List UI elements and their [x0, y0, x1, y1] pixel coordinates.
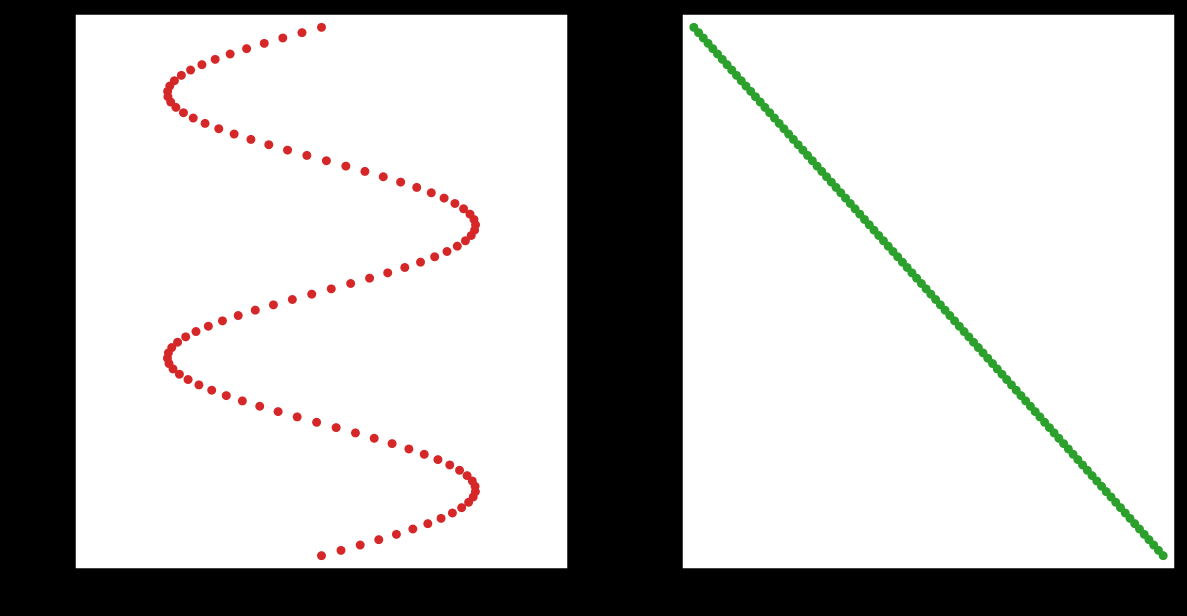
data-point — [327, 284, 336, 293]
data-point — [242, 44, 251, 53]
data-point — [383, 268, 392, 277]
panel-right — [676, 14, 1175, 575]
data-point — [226, 50, 235, 59]
data-point — [283, 146, 292, 155]
data-point — [278, 33, 287, 42]
data-point — [293, 412, 302, 421]
data-point — [455, 466, 464, 475]
data-point — [346, 279, 355, 288]
data-point — [351, 428, 360, 437]
plot-area — [75, 14, 568, 569]
data-point — [201, 119, 210, 128]
data-point — [440, 194, 449, 203]
data-point — [222, 391, 231, 400]
data-point — [365, 274, 374, 283]
data-point — [448, 508, 457, 517]
data-point — [416, 258, 425, 267]
data-point — [238, 396, 247, 405]
panel-left — [69, 14, 568, 575]
data-point — [179, 108, 188, 117]
data-point — [204, 322, 213, 331]
data-point — [408, 524, 417, 533]
data-point — [234, 311, 243, 320]
data-point — [207, 386, 216, 395]
data-point — [356, 541, 365, 550]
data-point — [442, 247, 451, 256]
data-point — [246, 135, 255, 144]
data-point — [230, 130, 239, 139]
data-point — [457, 503, 466, 512]
data-point — [461, 236, 470, 245]
data-point — [312, 418, 321, 427]
data-point — [341, 162, 350, 171]
data-point — [1159, 551, 1168, 560]
data-point — [189, 114, 198, 123]
data-point — [437, 514, 446, 523]
data-point — [214, 124, 223, 133]
data-point — [184, 375, 193, 384]
data-point — [450, 199, 459, 208]
data-point — [453, 242, 462, 251]
data-point — [197, 60, 206, 69]
data-point — [374, 535, 383, 544]
data-point — [186, 66, 195, 75]
data-point — [322, 156, 331, 165]
data-point — [379, 172, 388, 181]
data-point — [297, 28, 306, 37]
data-point — [430, 252, 439, 261]
data-point — [404, 444, 413, 453]
data-point — [307, 290, 316, 299]
data-point — [337, 546, 346, 555]
data-point — [269, 300, 278, 309]
data-point — [433, 455, 442, 464]
data-point — [171, 103, 180, 112]
data-point — [370, 434, 379, 443]
data-point — [175, 370, 184, 379]
data-point — [423, 519, 432, 528]
data-point — [255, 402, 264, 411]
data-point — [317, 23, 326, 32]
data-point — [274, 407, 283, 416]
data-point — [388, 439, 397, 448]
figure — [0, 0, 1187, 616]
data-point — [400, 263, 409, 272]
data-point — [251, 306, 260, 315]
data-point — [396, 178, 405, 187]
data-point — [360, 167, 369, 176]
data-point — [445, 460, 454, 469]
data-point — [192, 327, 201, 336]
data-point — [302, 151, 311, 160]
data-point — [412, 183, 421, 192]
data-point — [420, 450, 429, 459]
data-point — [211, 55, 220, 64]
data-point — [392, 530, 401, 539]
data-point — [317, 551, 326, 560]
data-point — [181, 332, 190, 341]
data-point — [194, 380, 203, 389]
data-point — [264, 140, 273, 149]
data-point — [218, 316, 227, 325]
data-point — [260, 39, 269, 48]
data-point — [332, 423, 341, 432]
data-point — [427, 188, 436, 197]
data-point — [288, 295, 297, 304]
